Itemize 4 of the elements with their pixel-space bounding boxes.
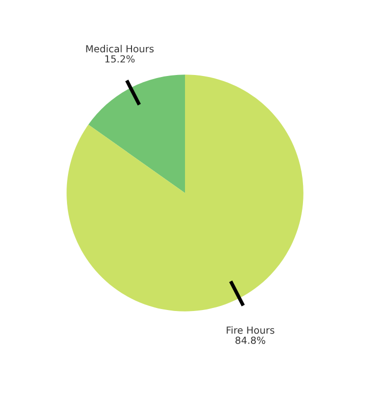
data-label: 15.2% [105,55,135,63]
slice-label: Medical Hours [86,44,154,52]
data-label: 84.8% [236,336,266,344]
slice-label: Fire Hours [226,326,274,334]
